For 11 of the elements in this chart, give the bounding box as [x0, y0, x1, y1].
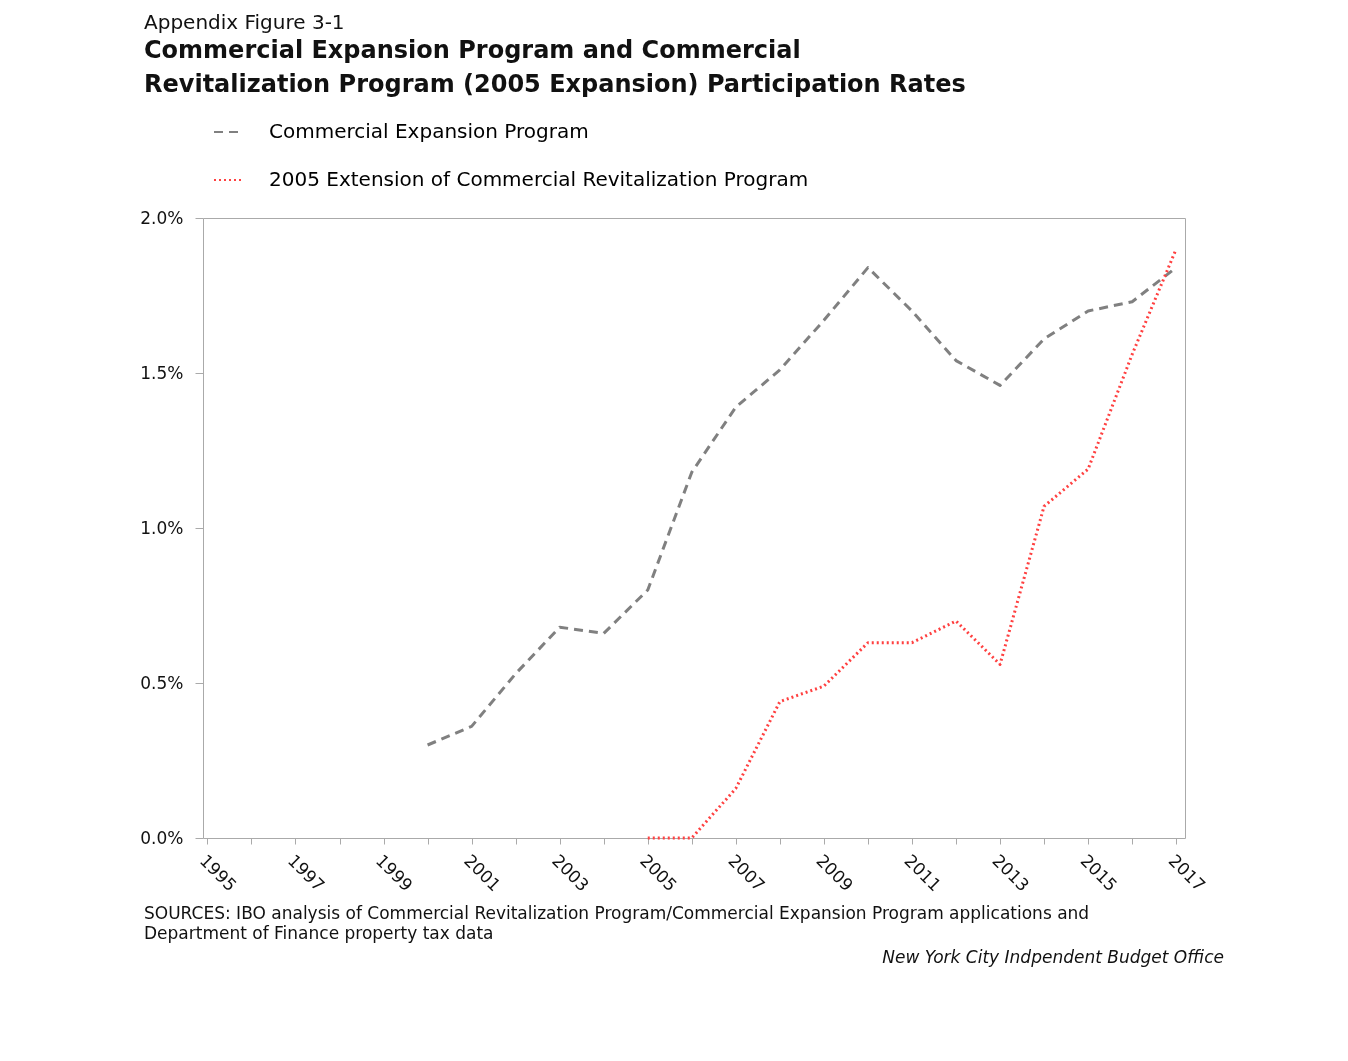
chart-subtitle: Appendix Figure 3-1 — [144, 10, 346, 34]
y-tick-label: 1.0% — [140, 517, 184, 538]
y-tick-label: 1.5% — [140, 362, 184, 383]
y-tick-label: 2.0% — [140, 207, 184, 228]
legend-label: 2005 Extension of Commercial Revitalization Program — [269, 167, 809, 192]
y-tick-label: 0.5% — [140, 672, 184, 693]
source-note: SOURCES: IBO analysis of Commercial Revitalization Program/Commercial Expansion Program applications and Department of Finance property tax data — [144, 903, 1091, 944]
chart-title: Commercial Expansion Program and Commercial Revitalization Program (2005 Expansion) Participation Rates — [144, 35, 967, 100]
y-tick-label: 0.0% — [140, 827, 184, 848]
text: New York City Indpendent Budget Office — [881, 947, 1224, 968]
legend-label: Commercial Expansion Program — [269, 119, 589, 144]
